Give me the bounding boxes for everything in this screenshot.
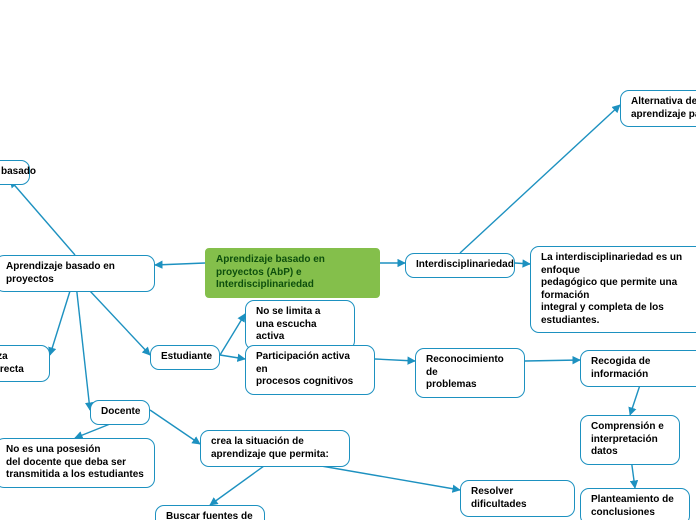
mindmap-canvas: Aprendizaje basado en proyectos (AbP) e …: [0, 0, 696, 520]
node-crea[interactable]: crea la situación de aprendizaje que per…: [200, 430, 350, 467]
edge-est-part: [220, 355, 245, 359]
node-noesc[interactable]: No se limita a una escucha activa: [245, 300, 355, 350]
node-est[interactable]: Estudiante: [150, 345, 220, 370]
node-resdif[interactable]: Resolver dificultades: [460, 480, 575, 517]
edge-abp-basado: [10, 180, 75, 255]
node-plan[interactable]: Planteamiento de conclusiones: [580, 488, 690, 520]
node-root[interactable]: Aprendizaje basado en proyectos (AbP) e …: [205, 248, 380, 298]
node-recinf[interactable]: Recogida de información: [580, 350, 696, 387]
node-recprob[interactable]: Reconocimiento de problemas: [415, 348, 525, 398]
node-doc[interactable]: Docente: [90, 400, 150, 425]
edge-inter-defint: [515, 263, 530, 264]
edge-recprob-recinf: [525, 360, 580, 361]
edge-doc-crea: [150, 410, 200, 444]
edge-est-noesc: [220, 314, 245, 355]
node-alt[interactable]: Alternativa de s aprendizaje pa: [620, 90, 696, 127]
node-abp[interactable]: Aprendizaje basado en proyectos: [0, 255, 155, 292]
node-comp[interactable]: Comprensión e interpretación datos: [580, 415, 680, 465]
node-inter[interactable]: Interdisciplinariedad: [405, 253, 515, 278]
node-part[interactable]: Participación activa en procesos cogniti…: [245, 345, 375, 395]
edge-root-abp: [155, 263, 205, 265]
edge-abp-doc: [75, 275, 90, 410]
edge-inter-alt: [460, 105, 620, 253]
node-busfue[interactable]: Buscar fuentes de: [155, 505, 265, 520]
node-basado[interactable]: basado: [0, 160, 30, 185]
node-defint[interactable]: La interdisciplinariedad es un enfoque p…: [530, 246, 696, 333]
node-noes[interactable]: No es una posesión del docente que deba …: [0, 438, 155, 488]
node-ens[interactable]: nza directa: [0, 345, 50, 382]
edge-part-recprob: [375, 359, 415, 361]
